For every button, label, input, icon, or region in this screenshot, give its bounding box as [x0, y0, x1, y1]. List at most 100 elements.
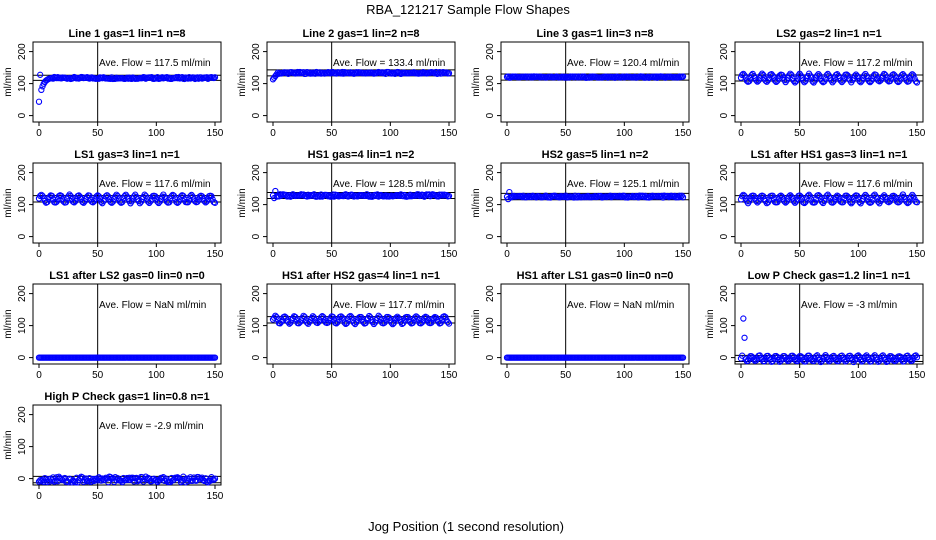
data-point: [851, 72, 858, 79]
data-point: [320, 314, 327, 321]
x-tick-label: 150: [207, 370, 224, 381]
y-tick-label: 100: [251, 196, 262, 213]
data-point: [278, 318, 285, 326]
panel: Line 3 gas=1 lin=3 n=8 0 50 100 150 0 100 200ml…: [471, 28, 692, 139]
data-point: [739, 352, 746, 359]
panel: Low P Check gas=1.2 lin=1 n=1 0 50 100 150 0 1…: [705, 270, 926, 381]
data-point: [210, 74, 217, 82]
data-point: [676, 192, 683, 199]
x-tick-label: 0: [738, 128, 744, 139]
y-tick-label: 200: [251, 285, 262, 302]
x-tick-label: 150: [675, 370, 692, 381]
y-axis-label: ml/min: [471, 67, 482, 96]
average-flow-annotation: Ave. Flow = 133.4 ml/min: [333, 58, 445, 69]
x-tick-label: 100: [148, 370, 165, 381]
data-point: [913, 79, 921, 86]
data-point: [805, 191, 813, 198]
data-point: [390, 319, 398, 327]
panel: High P Check gas=1 lin=0.8 n=1 0 50 100 150 0…: [3, 391, 224, 502]
y-tick-label: 100: [719, 75, 730, 92]
data-point: [679, 354, 687, 361]
x-tick-label: 150: [207, 491, 224, 502]
data-point: [348, 314, 355, 321]
y-axis-label: ml/min: [237, 309, 248, 338]
y-tick-label: 0: [251, 112, 262, 118]
data-point: [86, 192, 93, 199]
data-point: [854, 72, 861, 80]
x-tick-label: 0: [738, 249, 744, 260]
panel: HS1 gas=4 lin=1 n=2 0 50 100 150 0 100 200ml/mi…: [237, 149, 458, 260]
data-point: [769, 192, 776, 199]
x-tick-label: 50: [794, 128, 806, 139]
x-tick-label: 150: [441, 370, 458, 381]
x-tick-label: 50: [326, 249, 338, 260]
panel-title: HS1 gas=4 lin=1 n=2: [308, 149, 415, 161]
y-tick-label: 0: [17, 233, 28, 239]
y-axis-label: ml/min: [705, 188, 716, 217]
data-point: [910, 193, 917, 200]
y-axis-label: ml/min: [3, 430, 14, 459]
data-point: [119, 198, 126, 206]
data-point: [678, 192, 685, 199]
y-tick-label: 100: [17, 196, 28, 213]
data-point: [444, 319, 451, 326]
plot-frame: [734, 41, 924, 123]
x-tick-label: 50: [92, 249, 104, 260]
data-point: [790, 198, 797, 205]
y-axis-label: ml/min: [3, 188, 14, 217]
data-point: [129, 474, 137, 481]
panel: LS1 after LS2 gas=0 lin=0 n=0 0 50 100 150 0 1…: [3, 270, 224, 381]
y-tick-label: 200: [17, 285, 28, 302]
data-point: [301, 313, 308, 321]
data-point: [679, 73, 687, 80]
x-tick-label: 0: [504, 370, 510, 381]
panel-title: Low P Check gas=1.2 lin=1 n=1: [748, 270, 911, 282]
plot-frame: [32, 404, 222, 486]
figure-title: RBA_121217 Sample Flow Shapes: [366, 2, 570, 17]
data-point: [105, 479, 112, 486]
panel: LS2 gas=2 lin=1 n=1 0 50 100 150 0 100 200ml/mi…: [705, 28, 926, 139]
data-point: [393, 314, 400, 321]
y-tick-label: 100: [17, 438, 28, 455]
data-point: [445, 192, 453, 200]
data-point: [807, 193, 814, 200]
plot-frame: [734, 283, 924, 365]
data-point: [128, 198, 135, 205]
x-tick-label: 50: [92, 128, 104, 139]
x-tick-label: 50: [794, 370, 806, 381]
x-tick-label: 100: [616, 128, 633, 139]
data-point: [329, 313, 336, 321]
data-point: [37, 71, 44, 78]
data-point: [760, 71, 767, 79]
data-point: [740, 315, 747, 322]
x-tick-label: 0: [270, 370, 276, 381]
plot-frame: [266, 41, 456, 123]
data-point: [811, 77, 819, 84]
data-point: [62, 199, 70, 206]
data-point: [839, 199, 847, 206]
data-point: [829, 79, 836, 86]
data-point: [802, 198, 809, 205]
y-axis-label: ml/min: [705, 309, 716, 338]
average-flow-annotation: Ave. Flow = 117.6 ml/min: [801, 179, 913, 190]
y-axis-label: ml/min: [237, 67, 248, 96]
data-point: [905, 78, 912, 85]
plot-frame: [266, 283, 456, 365]
panel: Line 2 gas=1 lin=2 n=8 0 50 100 150 0 100 200ml…: [237, 28, 458, 139]
panel-title: HS1 after HS2 gas=4 lin=1 n=1: [282, 270, 440, 282]
panel-title: LS1 after HS1 gas=3 lin=1 n=1: [751, 149, 908, 161]
panel-title: LS2 gas=2 lin=1 n=1: [776, 28, 881, 40]
data-point: [839, 77, 847, 84]
average-flow-annotation: Ave. Flow = NaN ml/min: [99, 300, 206, 311]
x-tick-label: 50: [326, 128, 338, 139]
x-tick-label: 0: [270, 128, 276, 139]
data-point: [211, 199, 219, 206]
x-tick-label: 100: [850, 249, 867, 260]
y-axis-label: ml/min: [471, 309, 482, 338]
data-point: [388, 319, 395, 326]
y-tick-label: 0: [719, 112, 730, 118]
x-tick-label: 0: [36, 249, 42, 260]
panel-title: LS1 gas=3 lin=1 n=1: [74, 149, 179, 161]
y-tick-label: 200: [719, 285, 730, 302]
y-tick-label: 200: [17, 406, 28, 423]
